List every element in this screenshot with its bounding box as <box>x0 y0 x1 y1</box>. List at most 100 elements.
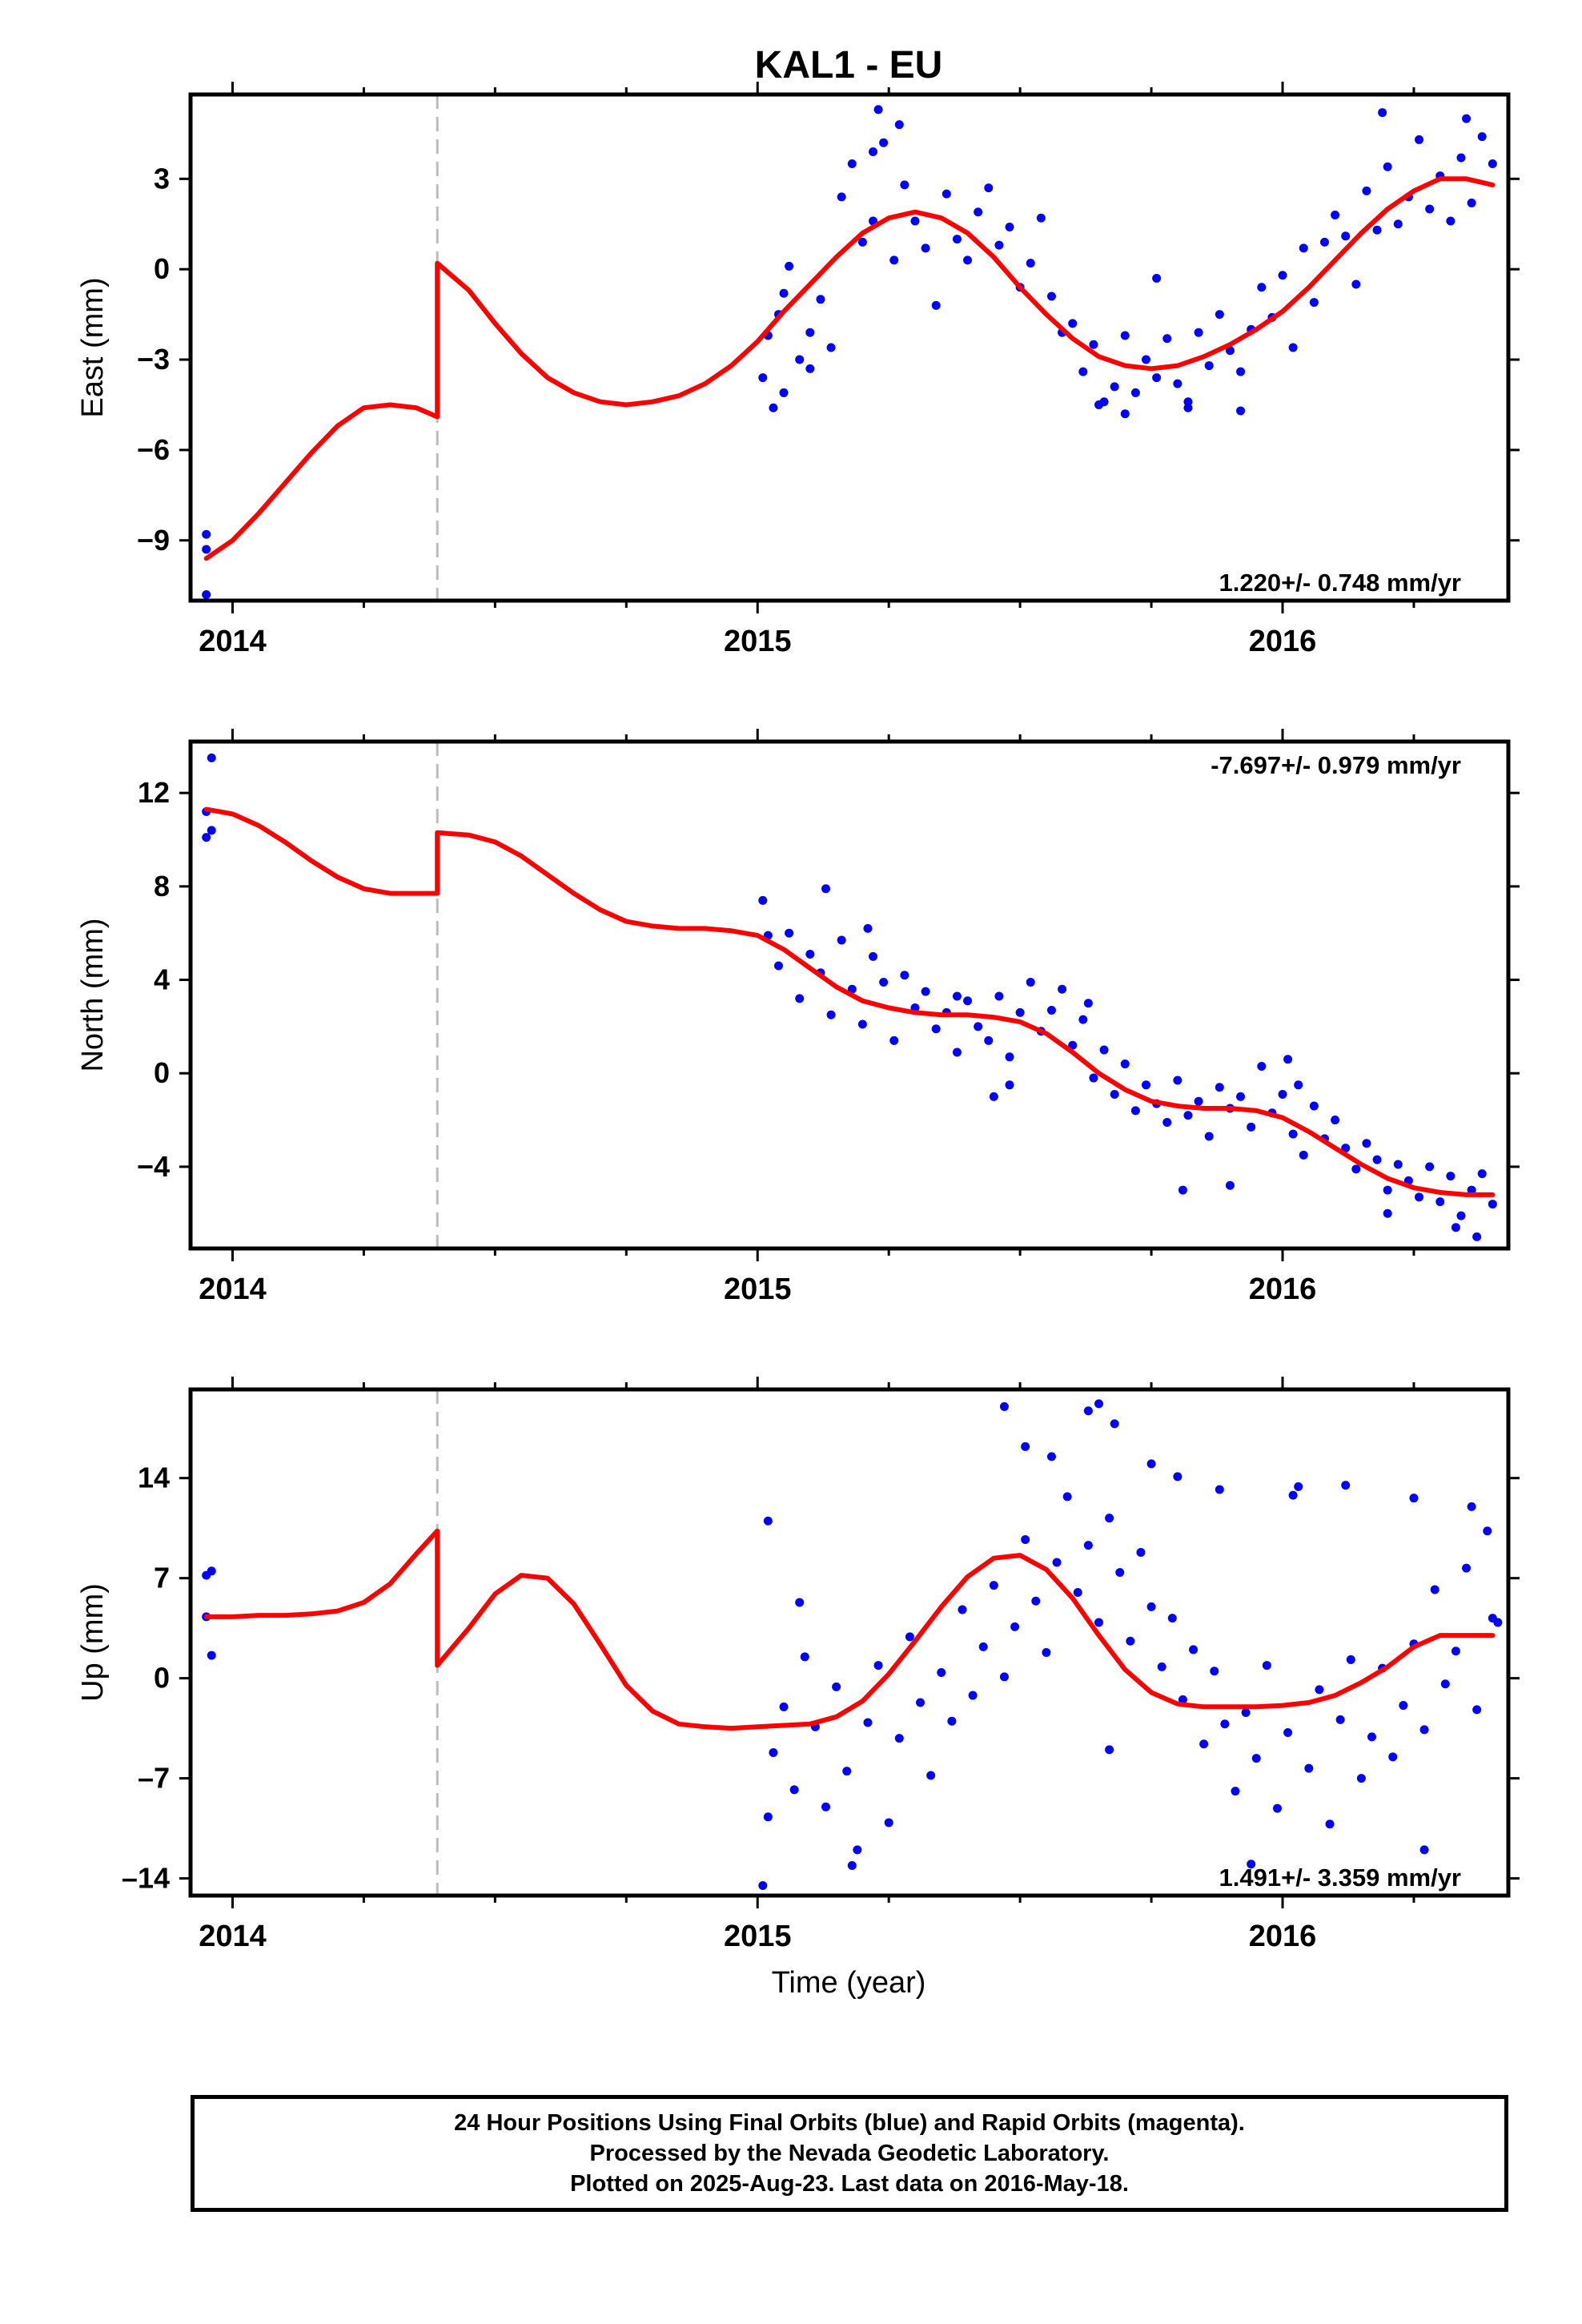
data-point <box>1089 1073 1098 1083</box>
data-point <box>207 753 216 762</box>
data-point <box>1325 1819 1335 1829</box>
data-point <box>1146 1602 1156 1611</box>
data-point <box>1136 1548 1146 1558</box>
data-point <box>1472 1232 1482 1241</box>
data-point <box>1078 1015 1088 1024</box>
data-point <box>1210 1667 1219 1676</box>
y-tick-label: 3 <box>154 162 170 195</box>
data-point <box>1477 1169 1487 1179</box>
panel-1: −9 −6 −3 0 3 2014 2015 2016 East (mm) 1.220+/- 0.… <box>76 82 1520 658</box>
data-point <box>842 1767 852 1776</box>
y-tick-label: 7 <box>154 1562 170 1594</box>
data-point <box>1083 1406 1093 1416</box>
data-point <box>974 207 983 217</box>
data-point <box>826 343 836 352</box>
data-point <box>1356 1774 1366 1783</box>
data-point <box>1399 1701 1408 1711</box>
data-point <box>1152 273 1162 283</box>
y-axis-label: North (mm) <box>76 918 110 1072</box>
data-point <box>1456 153 1466 163</box>
panel-3: –14 –7 0 7 14 2014 2015 2016 Up (mm) 1.491+/- 3.3… <box>76 1377 1520 1953</box>
data-point <box>1341 1144 1351 1153</box>
data-point <box>1430 1585 1439 1594</box>
data-point <box>1419 1725 1429 1735</box>
data-point <box>1341 1481 1351 1490</box>
plot-area <box>202 105 1497 599</box>
y-tick-label: −6 <box>137 433 170 466</box>
data-point <box>1042 1647 1051 1657</box>
model-fit-line <box>203 1528 1496 1731</box>
data-point <box>1204 1132 1214 1141</box>
data-point <box>1341 231 1351 241</box>
x-tick-label: 2016 <box>1249 1273 1317 1306</box>
data-point <box>1199 1739 1209 1749</box>
y-tick-label: −9 <box>137 524 170 557</box>
data-point <box>1110 1419 1119 1429</box>
data-point <box>1146 1459 1156 1469</box>
data-point <box>1372 225 1382 235</box>
data-point <box>1372 1155 1382 1164</box>
data-point <box>1425 1162 1435 1172</box>
data-point <box>1362 186 1371 195</box>
y-axis-label: East (mm) <box>76 277 110 417</box>
y-tick-label: 8 <box>154 870 170 903</box>
data-point <box>1215 1083 1224 1092</box>
data-point <box>952 1047 962 1057</box>
data-point <box>1247 1860 1256 1869</box>
data-point <box>1262 1661 1271 1671</box>
rate-label: 1.220+/- 0.748 mm/yr <box>1219 569 1461 597</box>
data-point <box>1383 1185 1392 1195</box>
data-point <box>1247 1122 1256 1132</box>
data-point <box>763 1516 773 1526</box>
x-tick-label: 2015 <box>724 625 792 658</box>
x-tick-label: 2015 <box>724 1273 792 1306</box>
data-point <box>994 991 1004 1001</box>
data-point <box>921 243 930 253</box>
data-point <box>202 589 211 599</box>
data-point <box>857 237 867 247</box>
data-point <box>1304 1763 1314 1773</box>
data-point <box>1094 1399 1103 1409</box>
data-point <box>989 1092 998 1101</box>
model-fit-line <box>203 176 1496 561</box>
data-point <box>1467 1502 1476 1511</box>
data-point <box>1488 1200 1497 1209</box>
data-point <box>1015 1007 1025 1017</box>
y-tick-label: –7 <box>138 1762 170 1795</box>
data-point <box>963 255 973 265</box>
data-point <box>779 1702 789 1711</box>
data-point <box>1083 999 1093 1008</box>
x-axis-label: Time (year) <box>772 1966 926 2000</box>
data-point <box>837 935 846 945</box>
data-point <box>1488 159 1497 169</box>
x-tick-label: 2016 <box>1249 625 1317 658</box>
data-point <box>879 977 889 987</box>
data-point <box>942 189 951 199</box>
data-point <box>984 183 994 193</box>
data-point <box>779 388 789 397</box>
data-point <box>795 355 805 364</box>
data-point <box>821 884 830 894</box>
data-point <box>1094 1618 1103 1627</box>
data-point <box>1425 204 1435 214</box>
data-point <box>1225 346 1235 356</box>
data-point <box>769 1747 778 1757</box>
x-tick-label: 2014 <box>199 1273 267 1306</box>
data-point <box>1005 1052 1014 1062</box>
footer-line-1: 24 Hour Positions Using Final Orbits (bl… <box>454 2110 1245 2136</box>
data-point <box>1031 1596 1041 1606</box>
data-point <box>1278 1089 1287 1099</box>
data-point <box>869 147 878 156</box>
data-point <box>879 138 889 147</box>
data-point <box>1378 108 1387 118</box>
data-point <box>1089 340 1098 349</box>
data-point <box>1462 114 1472 123</box>
data-point <box>1236 406 1246 416</box>
data-point <box>1288 343 1298 352</box>
data-point <box>805 364 815 373</box>
data-point <box>795 1598 805 1607</box>
y-tick-label: 4 <box>154 963 170 996</box>
data-point <box>978 1642 988 1651</box>
data-point <box>1456 1211 1466 1220</box>
